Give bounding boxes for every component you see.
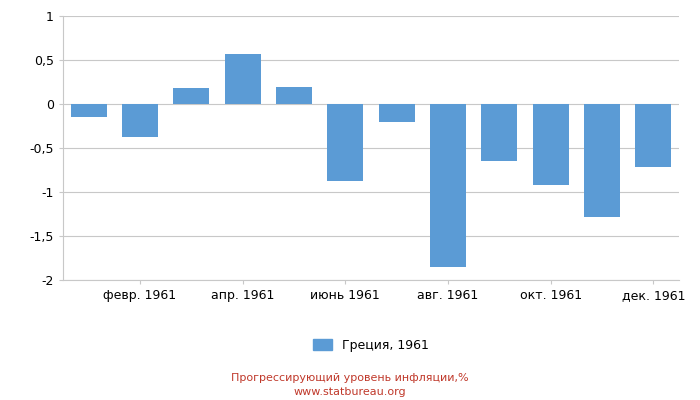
Bar bbox=[71, 104, 106, 117]
Bar bbox=[225, 54, 260, 104]
Text: Прогрессирующий уровень инфляции,%: Прогрессирующий уровень инфляции,% bbox=[231, 373, 469, 383]
Bar bbox=[122, 104, 158, 138]
Bar bbox=[174, 88, 209, 104]
Bar bbox=[482, 104, 517, 161]
Bar bbox=[430, 104, 466, 267]
Bar bbox=[584, 104, 620, 217]
Legend: Греция, 1961: Греция, 1961 bbox=[308, 334, 434, 357]
Bar bbox=[533, 104, 568, 185]
Bar bbox=[636, 104, 671, 167]
Text: www.statbureau.org: www.statbureau.org bbox=[294, 387, 406, 397]
Bar bbox=[379, 104, 414, 122]
Bar bbox=[328, 104, 363, 182]
Bar bbox=[276, 87, 312, 104]
